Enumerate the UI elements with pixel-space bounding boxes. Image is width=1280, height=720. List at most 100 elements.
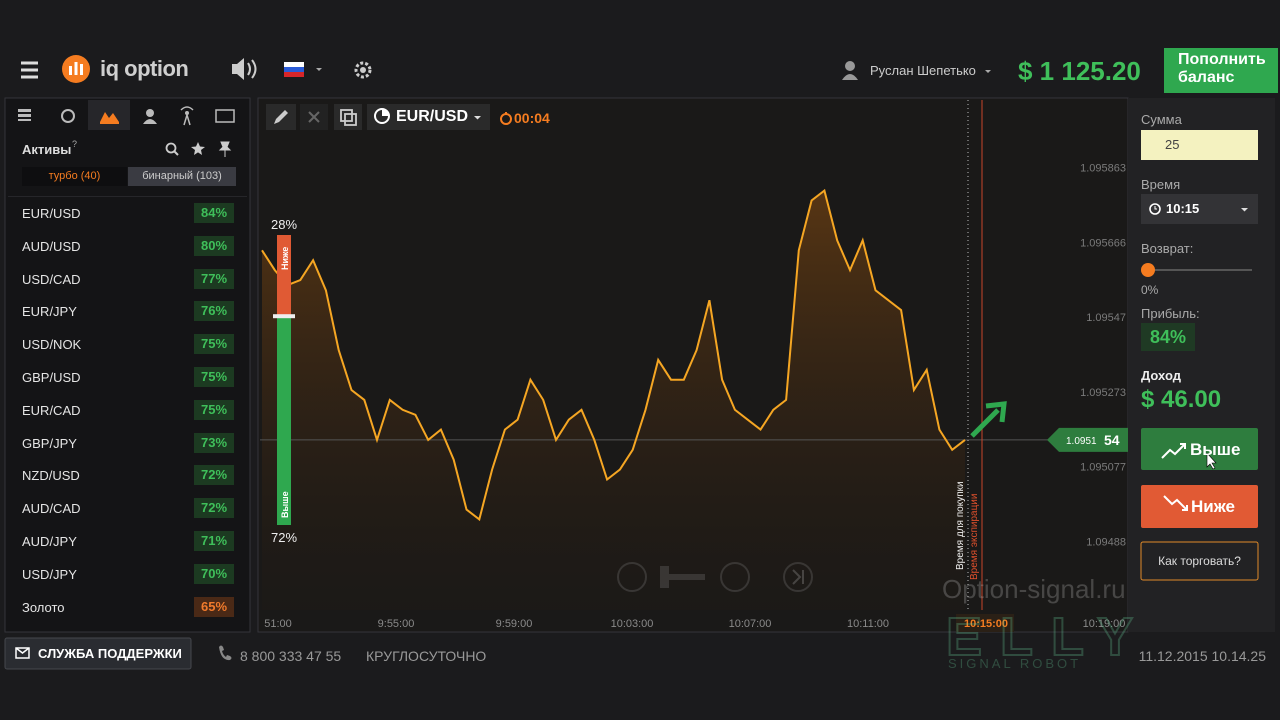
x-tick-label: 10:15:00 [964,618,1008,630]
asset-payout[interactable]: 77% [194,268,234,289]
asset-payout[interactable]: 84% [194,203,234,223]
x-tick-label: 10:19:00 [1083,618,1126,630]
asset-payout[interactable]: 70% [194,563,234,584]
deposit-button-bg[interactable] [1164,48,1278,93]
sentiment-down-label: Ниже [280,247,290,270]
sound-waves [247,59,257,79]
sidebar-icons[interactable] [18,100,235,157]
profit-value: 84% [1149,327,1187,347]
return-label: Возврат: [1141,241,1194,256]
amount-label: Сумма [1141,112,1182,127]
y-tick-label: 1.09488 [1086,536,1126,548]
y-tick-label: 1.095273 [1080,387,1126,399]
sound-icon[interactable] [232,58,244,80]
logo-text: iq option [100,56,189,81]
asset-name[interactable]: GBP/USD [22,370,81,385]
help-button[interactable]: Как торговать? [1158,554,1241,568]
sentiment-up-pct: 72% [271,530,297,545]
x-tick-label: 9:55:00 [378,618,415,630]
asset-name[interactable]: USD/JPY [22,566,77,582]
asset-name[interactable]: AUD/JPY [22,534,77,549]
help-button-bg[interactable] [1140,541,1259,581]
help-mark: ? [72,139,78,149]
price-tag [1047,427,1128,452]
user-caret[interactable] [985,70,991,73]
cursor [1206,452,1217,470]
x-tick-label: 10:03:00 [611,618,654,630]
purchase-label: Время для покупки [955,481,966,570]
asset-payout[interactable]: 65% [194,596,234,617]
panel-icons [4,48,1278,670]
watermark-tagline: SIGNAL ROBOT [948,656,1081,671]
asset-payout[interactable]: 72% [194,465,234,486]
list-top [8,196,247,197]
watermark-site: Option-signal.ru [942,574,1126,604]
trend-arrow [970,401,1007,438]
y-tick-label: 1.09547 [1086,312,1126,324]
down-button-bg[interactable] [1141,485,1258,528]
logo-icon [62,55,90,83]
pair[interactable]: EUR/USD [396,108,469,125]
price-area [262,190,965,610]
asset-name[interactable]: USD/NOK [22,337,82,353]
asset-payout[interactable]: 75% [194,399,234,420]
support-button[interactable]: СЛУЖБА ПОДДЕРЖКИ [38,646,182,661]
tab[interactable]: турбо (40) [22,167,127,186]
amount-input[interactable]: 25 [1165,137,1180,152]
price-main: 1.0951 [1066,436,1097,447]
y-tick-label: 1.095077 [1080,462,1126,474]
asset-name[interactable]: USD/CAD [22,271,81,287]
y-tick-label: 1.095863 [1080,162,1126,174]
x-tick-label: 10:11:00 [847,618,889,630]
asset-payout[interactable]: 75% [194,367,234,387]
asset-payout[interactable]: 71% [194,531,234,551]
user-icon [842,61,858,80]
price-chart: 1.095863 1.095666 1.09547 1.095273 1.095077 1… [260,100,1128,632]
asset-name[interactable]: AUD/USD [22,238,81,254]
asset-payout[interactable]: 73% [194,432,234,453]
watermark-brand: ELLY [946,607,1151,667]
price-pips: 54 [1104,432,1120,448]
asset-name[interactable]: EUR/JPY [22,304,77,320]
asset-name[interactable]: AUD/CAD [22,501,81,517]
time-label: Время [1141,177,1181,192]
x-tick-label: 10:07:00 [729,618,772,630]
up-button[interactable]: Выше [1190,440,1241,459]
timer: 00:04 [514,110,550,126]
asset-name[interactable]: Золото [22,599,65,615]
down-button[interactable]: Ниже [1191,497,1236,516]
sentiment-up-label: Выше [280,491,290,518]
toolbar-icons[interactable] [266,104,512,130]
asset-payout[interactable]: 75% [194,334,234,355]
user-name[interactable]: Руслан Шепетько [870,63,976,78]
asset-name[interactable]: GBP/JPY [22,435,77,451]
settings-icon[interactable] [354,61,372,79]
hours: КРУГЛОСУТОЧНО [366,648,487,664]
x-tick-label: 51:00 [264,618,292,630]
asset-payout[interactable]: 76% [194,301,234,322]
x-tick-label: 9:59:00 [496,618,533,630]
assets-title: Активы [22,142,72,157]
return-value: 0% [1141,283,1159,297]
sentiment-up [277,316,291,525]
asset-payout[interactable]: 72% [194,498,234,519]
tab[interactable]: бинарный (103) [128,167,236,186]
asset-name[interactable]: NZD/USD [22,468,80,484]
asset-name[interactable]: EUR/USD [22,206,81,221]
income-value: $ 46.00 [1141,386,1222,413]
return-slider[interactable] [1141,263,1155,277]
deposit-button[interactable]: Пополнить баланс [1178,51,1266,86]
asset-name[interactable]: EUR/CAD [22,402,81,418]
panel-frame [1128,98,1275,632]
menu-icon[interactable] [21,61,38,79]
expiration-label: Время экспирации [969,494,980,580]
language-flag[interactable] [284,62,322,77]
balance: $ 1 125.20 [1018,56,1141,86]
up-button-bg[interactable] [1141,428,1258,470]
support-button-bg[interactable] [4,637,192,670]
asset-payout[interactable]: 80% [194,235,234,256]
time-select[interactable]: 10:15 [1166,201,1200,216]
sentiment-down-pct: 28% [271,217,297,232]
